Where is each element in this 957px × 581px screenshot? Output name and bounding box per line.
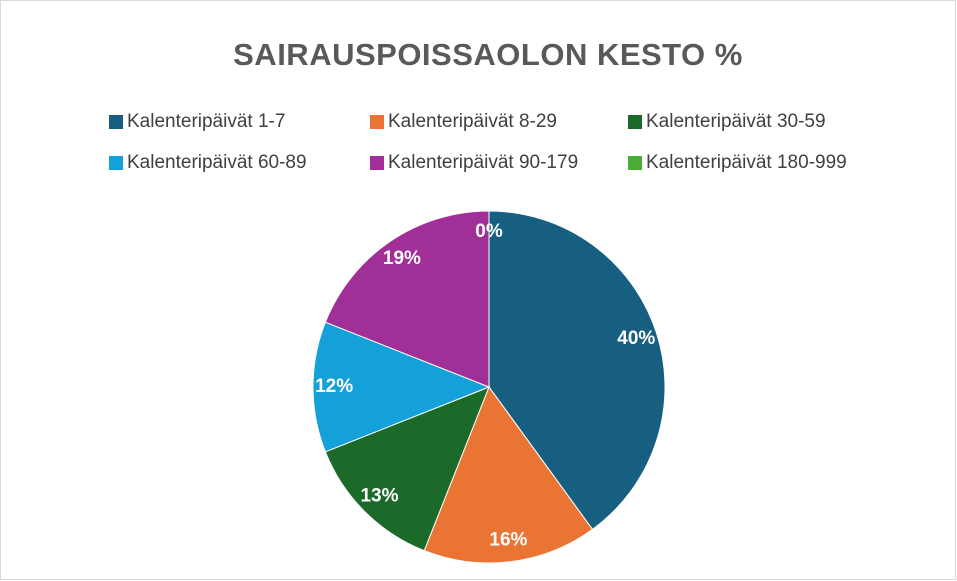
data-label: 19% <box>383 248 421 269</box>
legend-label: Kalenteripäivät 8-29 <box>388 111 557 132</box>
legend-swatch <box>109 115 123 129</box>
legend-swatch <box>628 115 642 129</box>
pie-slice <box>312 321 491 453</box>
legend-label: Kalenteripäivät 90-179 <box>388 152 578 173</box>
pie-slice <box>324 210 490 388</box>
legend-label: Kalenteripäivät 60-89 <box>127 152 307 173</box>
legend-swatch <box>370 115 384 129</box>
legend-label: Kalenteripäivät 30-59 <box>646 111 826 132</box>
pie-slice <box>423 385 594 564</box>
legend-swatch <box>628 156 642 170</box>
data-label: 12% <box>315 376 353 397</box>
legend-swatch <box>109 156 123 170</box>
chart-title: SAIRAUSPOISSAOLON KESTO % <box>233 37 743 72</box>
data-label: 0% <box>475 221 503 242</box>
pie-slice <box>488 210 666 531</box>
legend-label: Kalenteripäivät 180-999 <box>646 152 847 173</box>
data-label: 40% <box>617 328 655 349</box>
data-label: 16% <box>489 530 527 551</box>
data-label: 13% <box>360 486 398 507</box>
pie-slice <box>324 386 490 552</box>
legend-label: Kalenteripäivät 1-7 <box>127 111 285 132</box>
legend-swatch <box>370 156 384 170</box>
